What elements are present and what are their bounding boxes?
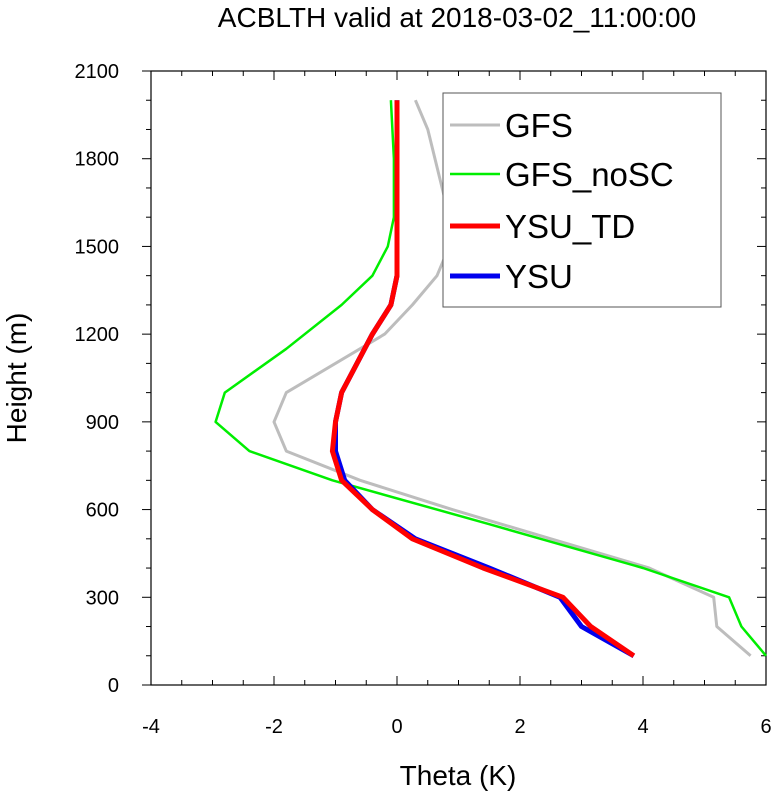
x-tick-label: -2 (265, 716, 283, 738)
x-tick-label: 0 (391, 716, 402, 738)
y-tick-label: 1200 (75, 324, 120, 346)
x-tick-label: -4 (142, 716, 160, 738)
legend-label-ysu-td: YSU_TD (505, 208, 635, 245)
y-tick-label: 1800 (75, 149, 120, 171)
y-tick-label: 900 (86, 412, 119, 434)
legend-box (442, 92, 722, 308)
legend-label-gfs: GFS (505, 107, 573, 144)
y-axis-label: Height (m) (1, 313, 32, 444)
series-line-gfs-nosc (214, 100, 767, 657)
axis-ticks: -4 -2 0 2 4 6 0 300 600 900 1200 1500 1800 2100 (75, 61, 772, 738)
y-tick-label: 1500 (75, 236, 120, 258)
legend-label-gfs-nosc: GFS_noSC (505, 156, 674, 193)
y-tick-label: 600 (86, 500, 119, 522)
y-tick-label: 0 (108, 675, 119, 697)
legend-label-ysu: YSU (505, 258, 573, 295)
x-axis-label: Theta (K) (400, 760, 517, 791)
x-tick-label: 2 (514, 716, 525, 738)
x-tick-label: 6 (760, 716, 771, 738)
y-tick-label: 300 (86, 587, 119, 609)
y-tick-label: 2100 (75, 61, 120, 83)
series-line-ysu-td (329, 100, 636, 658)
x-tick-label: 4 (637, 716, 648, 738)
chart-title: ACBLTH valid at 2018-03-02_11:00:00 (218, 2, 696, 33)
legend: GFS GFS_noSC YSU_TD YSU (442, 92, 722, 308)
